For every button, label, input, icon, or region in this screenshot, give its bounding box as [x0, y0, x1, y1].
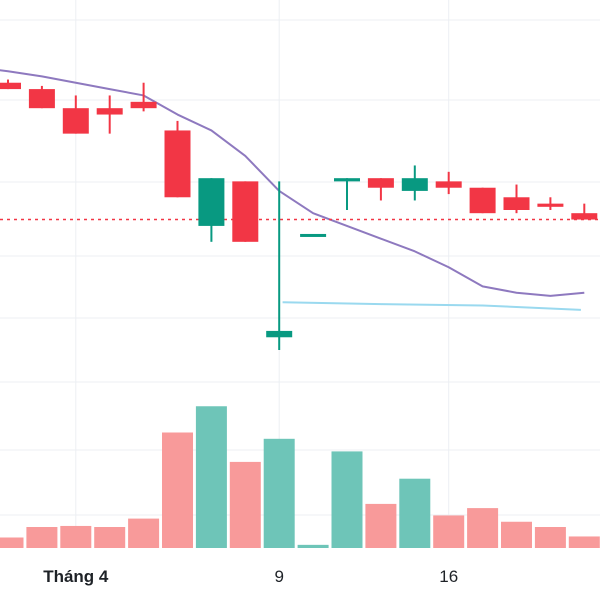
x-tick-label: 9	[274, 567, 283, 586]
volume-bar	[467, 508, 499, 548]
volume-bar	[26, 527, 58, 548]
volume-bar	[568, 536, 600, 548]
candle	[300, 233, 327, 237]
volume-bars	[0, 406, 600, 548]
candle	[334, 178, 360, 210]
ma-line-secondary	[282, 301, 581, 311]
candle	[435, 171, 462, 195]
candle	[28, 85, 55, 109]
volume-bar	[128, 518, 160, 548]
candle	[367, 178, 394, 201]
volume-bar	[60, 525, 92, 548]
candle-body	[266, 330, 293, 338]
candles	[0, 79, 598, 350]
volume-bar	[162, 432, 193, 548]
candle-body	[537, 203, 564, 207]
candle-body	[0, 82, 21, 90]
volume-bar	[365, 503, 397, 548]
candle-body	[469, 187, 496, 214]
volume-bar	[399, 478, 431, 548]
x-tick-label: Tháng 4	[43, 567, 109, 586]
candle	[266, 181, 293, 350]
volume-bar	[94, 527, 126, 548]
candle-body	[334, 178, 360, 182]
candle	[232, 181, 259, 242]
candle-body	[401, 178, 428, 191]
candle-body	[232, 181, 259, 242]
grid-lines	[0, 0, 600, 548]
volume-bar	[433, 515, 465, 548]
volume-bar	[195, 406, 227, 548]
candle	[401, 165, 428, 201]
candle	[130, 82, 157, 112]
candle	[503, 184, 530, 214]
candle-body	[300, 233, 327, 237]
candle	[571, 203, 598, 220]
candle-body	[28, 89, 55, 109]
candle	[62, 95, 89, 134]
candle-body	[198, 178, 225, 226]
volume-bar	[297, 544, 329, 548]
candle	[164, 120, 191, 198]
x-tick-label: 16	[439, 567, 458, 586]
x-axis: Tháng 4 9 16	[43, 567, 458, 586]
candle	[0, 79, 21, 90]
candle	[469, 187, 496, 214]
volume-bar	[263, 438, 295, 548]
volume-bar	[229, 461, 261, 548]
candle	[198, 178, 225, 242]
volume-bar	[331, 451, 363, 548]
candle	[96, 95, 123, 134]
candle-body	[96, 108, 123, 115]
candle-body	[503, 197, 530, 210]
volume-bar	[0, 537, 24, 548]
volume-bar	[534, 527, 566, 548]
candle-body	[571, 213, 598, 220]
candle-body	[367, 178, 394, 188]
candle-body	[130, 101, 157, 109]
candle-body	[62, 108, 89, 134]
ma-line-secondary-path	[282, 301, 581, 311]
volume-bar	[501, 521, 532, 548]
ma-line	[0, 69, 585, 297]
candle-body	[164, 130, 191, 198]
candle	[537, 197, 564, 210]
ma-line-path	[0, 69, 585, 297]
candle-body	[435, 181, 462, 188]
